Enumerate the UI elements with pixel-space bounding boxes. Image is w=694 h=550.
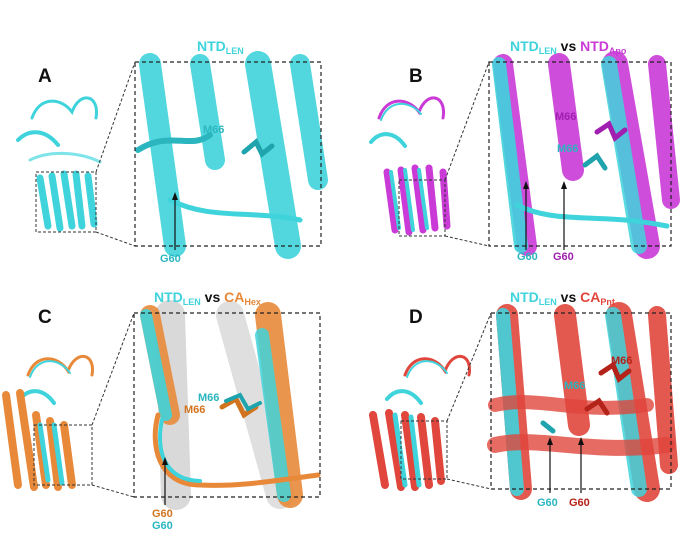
title-ntd-len: NTD	[510, 289, 539, 305]
overview-structure-b	[369, 96, 451, 236]
label-g60-len: G60	[152, 520, 173, 532]
panel-b: B NTDLEN vs NTDApo M66 M66 G60 G60	[347, 0, 694, 275]
panel-a-title: NTDLEN	[197, 38, 244, 56]
label-g60-pnt: G60	[569, 497, 590, 509]
title-ntd-len-sub: LEN	[182, 297, 201, 307]
label-g60-len: G60	[160, 253, 181, 265]
zoom-structure-d	[487, 302, 678, 502]
panel-d-figure	[369, 302, 678, 502]
title-ca-hex-sub: Hex	[244, 297, 261, 307]
title-ca-pnt: CA	[580, 289, 601, 305]
title-ntd-len: NTD	[510, 38, 539, 54]
panel-c-title: NTDLEN vs CAHex	[154, 289, 261, 307]
panel-a: A NTDLEN M66 G60	[0, 0, 347, 275]
title-vs: vs	[560, 289, 577, 305]
label-g60-len: G60	[517, 251, 538, 263]
panel-c-figure	[2, 300, 321, 510]
panel-b-title: NTDLEN vs NTDApo	[510, 38, 626, 56]
panel-d: D NTDLEN vs CAPnt M66 M66 G60 G60	[347, 275, 694, 550]
label-m66-len: M66	[564, 380, 586, 392]
zoom-structure-b	[492, 51, 680, 259]
title-vs: vs	[560, 38, 577, 54]
zoom-structure-a	[135, 51, 328, 259]
panel-b-figure	[369, 51, 680, 259]
title-ntd-apo-sub: Apo	[608, 46, 627, 56]
title-ntd-len: NTD	[197, 38, 226, 54]
label-m66-len: M66	[203, 124, 225, 136]
label-m66-len: M66	[557, 143, 579, 155]
title-ca-pnt-sub: Pnt	[600, 297, 615, 307]
panel-b-label: B	[409, 66, 423, 87]
zoom-structure-c	[140, 300, 321, 510]
overview-structure-a	[16, 96, 102, 232]
label-m66-len: M66	[198, 392, 220, 404]
panel-a-label: A	[38, 66, 52, 87]
title-ntd-len-sub: LEN	[538, 297, 557, 307]
title-ca-hex: CA	[224, 289, 245, 305]
panel-d-title: NTDLEN vs CAPnt	[510, 289, 615, 307]
title-ntd-len-sub: LEN	[225, 46, 244, 56]
panel-c-label: C	[38, 307, 52, 328]
overview-structure-c	[2, 354, 94, 491]
label-m66-pnt: M66	[611, 355, 633, 367]
label-g60-hex: G60	[152, 508, 173, 520]
title-ntd-len: NTD	[154, 289, 183, 305]
label-m66-apo: M66	[555, 111, 577, 123]
panel-c: C NTDLEN vs CAHex M66 M66 G60 G60	[0, 275, 347, 550]
title-ntd-apo: NTD	[580, 38, 609, 54]
label-g60-len: G60	[537, 497, 558, 509]
label-g60-apo: G60	[553, 251, 574, 263]
panel-a-figure	[16, 51, 328, 259]
title-ntd-len-sub: LEN	[538, 46, 557, 56]
overview-structure-d	[369, 354, 471, 491]
title-vs: vs	[204, 289, 221, 305]
label-m66-hex: M66	[184, 404, 206, 416]
panel-d-label: D	[409, 307, 423, 328]
